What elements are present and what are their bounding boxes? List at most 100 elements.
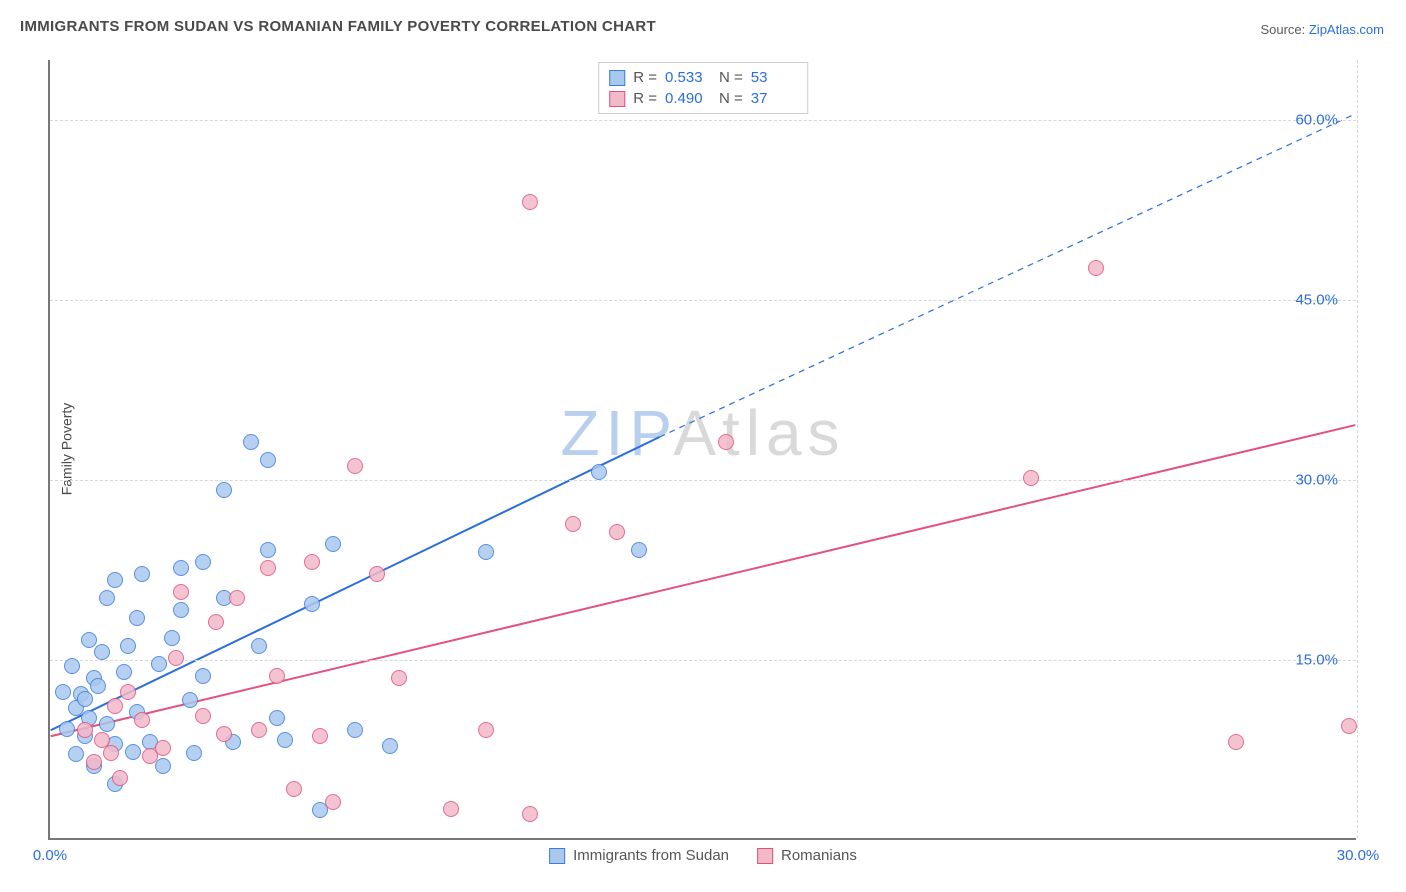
data-point-series-0 xyxy=(129,610,145,626)
data-point-series-0 xyxy=(195,668,211,684)
data-point-series-1 xyxy=(107,698,123,714)
data-point-series-1 xyxy=(522,194,538,210)
stat-r-value-1: 0.490 xyxy=(665,88,711,109)
data-point-series-1 xyxy=(443,801,459,817)
legend-item-1: Romanians xyxy=(757,847,857,864)
data-point-series-1 xyxy=(522,806,538,822)
data-point-series-1 xyxy=(286,781,302,797)
stat-n-value-0: 53 xyxy=(751,67,797,88)
data-point-series-0 xyxy=(120,638,136,654)
source-prefix: Source: xyxy=(1260,22,1308,37)
data-point-series-0 xyxy=(134,566,150,582)
data-point-series-1 xyxy=(1088,260,1104,276)
y-axis-title: Family Poverty xyxy=(58,403,74,496)
data-point-series-0 xyxy=(94,644,110,660)
source-link[interactable]: ZipAtlas.com xyxy=(1309,22,1384,37)
stat-r-label: R = xyxy=(633,67,657,88)
grid-line-h xyxy=(50,120,1356,121)
stats-legend: R = 0.533 N = 53 R = 0.490 N = 37 xyxy=(598,62,808,114)
data-point-series-0 xyxy=(59,721,75,737)
data-point-series-0 xyxy=(64,658,80,674)
swatch-series-1 xyxy=(609,91,625,107)
data-point-series-0 xyxy=(155,758,171,774)
data-point-series-0 xyxy=(68,746,84,762)
data-point-series-0 xyxy=(55,684,71,700)
data-point-series-0 xyxy=(125,744,141,760)
data-point-series-0 xyxy=(90,678,106,694)
data-point-series-0 xyxy=(478,544,494,560)
data-point-series-1 xyxy=(304,554,320,570)
data-point-series-0 xyxy=(173,560,189,576)
data-point-series-1 xyxy=(718,434,734,450)
data-point-series-0 xyxy=(243,434,259,450)
data-point-series-1 xyxy=(260,560,276,576)
legend-item-0: Immigrants from Sudan xyxy=(549,847,729,864)
data-point-series-0 xyxy=(164,630,180,646)
stat-n-label: N = xyxy=(719,88,743,109)
data-point-series-0 xyxy=(251,638,267,654)
swatch-series-0 xyxy=(609,70,625,86)
legend-label-1: Romanians xyxy=(781,847,857,864)
data-point-series-1 xyxy=(391,670,407,686)
data-point-series-0 xyxy=(631,542,647,558)
scatter-plot: Family Poverty ZIPAtlas R = 0.533 N = 53… xyxy=(48,60,1356,840)
data-point-series-1 xyxy=(478,722,494,738)
data-point-series-1 xyxy=(155,740,171,756)
data-point-series-1 xyxy=(251,722,267,738)
data-point-series-1 xyxy=(168,650,184,666)
data-point-series-1 xyxy=(369,566,385,582)
legend-swatch-1 xyxy=(757,848,773,864)
data-point-series-1 xyxy=(1228,734,1244,750)
y-tick-label: 45.0% xyxy=(1295,292,1338,309)
grid-line-h xyxy=(50,300,1356,301)
stat-r-label: R = xyxy=(633,88,657,109)
y-tick-label: 15.0% xyxy=(1295,652,1338,669)
data-point-series-0 xyxy=(591,464,607,480)
y-tick-label: 60.0% xyxy=(1295,112,1338,129)
grid-line-h xyxy=(50,480,1356,481)
source-attribution: Source: ZipAtlas.com xyxy=(1260,22,1384,37)
data-point-series-1 xyxy=(565,516,581,532)
data-point-series-0 xyxy=(216,482,232,498)
data-point-series-0 xyxy=(107,572,123,588)
data-point-series-1 xyxy=(173,584,189,600)
stat-r-value-0: 0.533 xyxy=(665,67,711,88)
x-tick-label: 30.0% xyxy=(1337,847,1380,864)
data-point-series-1 xyxy=(103,745,119,761)
data-point-series-0 xyxy=(99,590,115,606)
grid-line-v xyxy=(1357,60,1358,838)
data-point-series-0 xyxy=(81,632,97,648)
data-point-series-0 xyxy=(382,738,398,754)
data-point-series-1 xyxy=(208,614,224,630)
watermark: ZIPAtlas xyxy=(560,396,845,470)
data-point-series-1 xyxy=(269,668,285,684)
watermark-atlas: Atlas xyxy=(673,397,845,469)
data-point-series-1 xyxy=(1023,470,1039,486)
data-point-series-1 xyxy=(195,708,211,724)
data-point-series-1 xyxy=(112,770,128,786)
data-point-series-1 xyxy=(77,722,93,738)
data-point-series-0 xyxy=(304,596,320,612)
data-point-series-0 xyxy=(77,691,93,707)
legend-swatch-0 xyxy=(549,848,565,864)
data-point-series-1 xyxy=(120,684,136,700)
data-point-series-1 xyxy=(229,590,245,606)
data-point-series-0 xyxy=(116,664,132,680)
data-point-series-0 xyxy=(325,536,341,552)
data-point-series-1 xyxy=(1341,718,1357,734)
watermark-zip: ZIP xyxy=(560,397,673,469)
stat-n-value-1: 37 xyxy=(751,88,797,109)
data-point-series-1 xyxy=(86,754,102,770)
data-point-series-0 xyxy=(347,722,363,738)
stats-row-series-0: R = 0.533 N = 53 xyxy=(609,67,797,88)
data-point-series-1 xyxy=(216,726,232,742)
data-point-series-0 xyxy=(195,554,211,570)
data-point-series-0 xyxy=(99,716,115,732)
data-point-series-1 xyxy=(312,728,328,744)
data-point-series-1 xyxy=(347,458,363,474)
data-point-series-0 xyxy=(260,452,276,468)
data-point-series-0 xyxy=(186,745,202,761)
stat-n-label: N = xyxy=(719,67,743,88)
legend-label-0: Immigrants from Sudan xyxy=(573,847,729,864)
data-point-series-0 xyxy=(182,692,198,708)
